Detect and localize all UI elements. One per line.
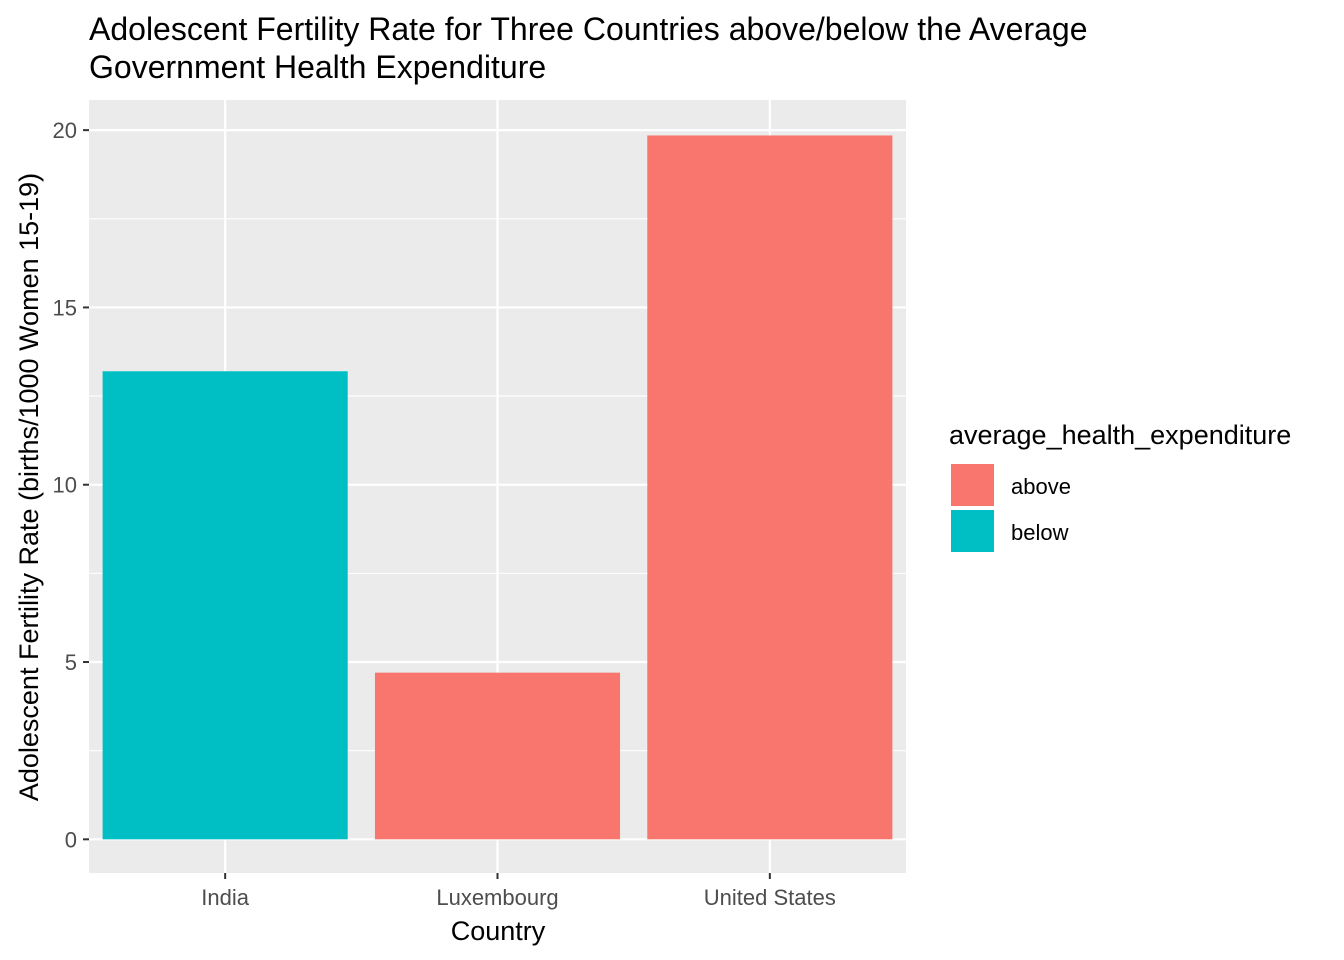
y-axis-ticks: 0 5 10 15 20 <box>53 118 89 852</box>
legend: average_health_expenditure above below <box>949 420 1291 552</box>
legend-label-below: below <box>1011 520 1069 545</box>
chart-title-line-2: Government Health Expenditure <box>89 49 546 85</box>
x-axis-ticks: India Luxembourg United States <box>201 873 836 910</box>
x-tick-label: Luxembourg <box>436 885 558 910</box>
y-tick-label: 20 <box>53 118 77 143</box>
bar-united-states <box>647 135 893 840</box>
bars <box>102 135 893 840</box>
legend-label-above: above <box>1011 474 1071 499</box>
y-tick-label: 5 <box>65 650 77 675</box>
chart-title-line-1: Adolescent Fertility Rate for Three Coun… <box>89 11 1087 47</box>
y-tick-label: 15 <box>53 295 77 320</box>
legend-key-above <box>951 464 994 506</box>
legend-key-below <box>951 510 994 552</box>
legend-title: average_health_expenditure <box>949 420 1291 450</box>
x-tick-label: India <box>201 885 249 910</box>
y-tick-label: 0 <box>65 827 77 852</box>
x-tick-label: United States <box>704 885 836 910</box>
bar-india <box>102 371 348 840</box>
y-tick-label: 10 <box>53 473 77 498</box>
bar-luxembourg <box>374 672 621 840</box>
x-axis-title: Country <box>451 916 546 946</box>
y-axis-title: Adolescent Fertility Rate (births/1000 W… <box>14 173 44 801</box>
